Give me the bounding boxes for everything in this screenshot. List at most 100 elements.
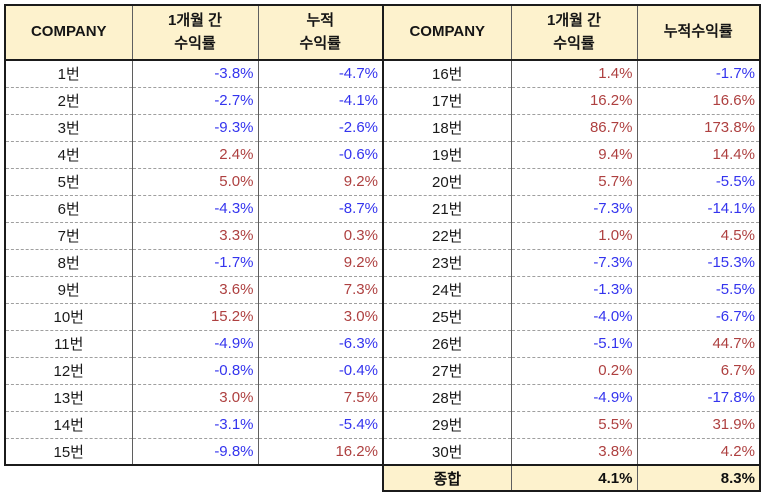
table-row: 25번 -4.0% -6.7% [383,302,760,330]
table-row: 11번 -4.9% -6.3% [5,329,382,357]
monthly-return-cell: -1.7% [131,248,258,276]
left-table-header: COMPANY 1개월 간 수익률 누적 수익률 [5,5,382,61]
column-header-monthly-return: 1개월 간 수익률 [510,5,637,61]
returns-table-companies-1-15: COMPANY 1개월 간 수익률 누적 수익률 1번 -3.8% -4.7% 2번 -… [4,4,382,466]
table-row: 8번 -1.7% 9.2% [5,248,382,276]
total-row: 종합 4.1% 8.3% [383,464,760,491]
column-header-cumulative-return: 누적수익률 [636,5,760,61]
monthly-return-cell: 3.0% [131,383,258,411]
monthly-return-cell: -3.8% [131,60,258,87]
monthly-return-cell: -7.3% [510,248,637,276]
cumulative-return-cell: -0.6% [257,140,382,168]
monthly-return-cell: -2.7% [131,86,258,114]
company-cell: 22번 [383,221,511,249]
cumulative-return-cell: -5.5% [636,275,760,303]
cumulative-return-cell: -2.6% [257,113,382,141]
company-cell: 14번 [5,410,132,438]
column-header-cumulative-return: 누적 수익률 [257,5,382,61]
monthly-return-cell: 5.7% [510,167,637,195]
monthly-return-cell: 0.2% [510,356,637,384]
header-row: COMPANY 1개월 간 수익률 누적 수익률 [5,5,382,61]
company-cell: 16번 [383,60,511,87]
company-cell: 27번 [383,356,511,384]
cumulative-return-cell: -5.4% [257,410,382,438]
company-cell: 26번 [383,329,511,357]
table-row: 21번 -7.3% -14.1% [383,194,760,222]
table-row: 7번 3.3% 0.3% [5,221,382,249]
table-row: 26번 -5.1% 44.7% [383,329,760,357]
company-cell: 15번 [5,437,132,465]
monthly-return-cell: -1.3% [510,275,637,303]
cumulative-return-cell: 7.5% [257,383,382,411]
monthly-return-cell: 86.7% [510,113,637,141]
header-row: COMPANY 1개월 간 수익률 누적수익률 [383,5,760,61]
column-header-company: COMPANY [383,5,511,61]
company-cell: 10번 [5,302,132,330]
monthly-return-cell: -3.1% [131,410,258,438]
cumulative-return-cell: 0.3% [257,221,382,249]
cumulative-return-cell: 7.3% [257,275,382,303]
company-cell: 7번 [5,221,132,249]
monthly-return-cell: -4.9% [510,383,637,411]
company-cell: 6번 [5,194,132,222]
monthly-return-cell: -4.3% [131,194,258,222]
cumulative-return-cell: -0.4% [257,356,382,384]
table-row: 22번 1.0% 4.5% [383,221,760,249]
company-cell: 4번 [5,140,132,168]
right-table-header: COMPANY 1개월 간 수익률 누적수익률 [383,5,760,61]
table-row: 19번 9.4% 14.4% [383,140,760,168]
monthly-return-cell: 9.4% [510,140,637,168]
table-row: 2번 -2.7% -4.1% [5,86,382,114]
cumulative-return-cell: -4.1% [257,86,382,114]
company-cell: 24번 [383,275,511,303]
monthly-return-cell: 3.3% [131,221,258,249]
cumulative-return-cell: -1.7% [636,60,760,87]
company-cell: 8번 [5,248,132,276]
table-row: 29번 5.5% 31.9% [383,410,760,438]
table-row: 23번 -7.3% -15.3% [383,248,760,276]
cumulative-return-cell: -17.8% [636,383,760,411]
table-row: 18번 86.7% 173.8% [383,113,760,141]
monthly-return-cell: 1.4% [510,60,637,87]
cumulative-return-cell: -15.3% [636,248,760,276]
right-table-body: 16번 1.4% -1.7% 17번 16.2% 16.6% 18번 86.7% 173.8% 1… [383,60,760,491]
left-table-body: 1번 -3.8% -4.7% 2번 -2.7% -4.1% 3번 -9.3% -2.6% 4번 2.… [5,60,382,465]
monthly-return-cell: -5.1% [510,329,637,357]
cumulative-return-cell: -8.7% [257,194,382,222]
company-cell: 18번 [383,113,511,141]
company-cell: 13번 [5,383,132,411]
table-row: 4번 2.4% -0.6% [5,140,382,168]
table-row: 5번 5.0% 9.2% [5,167,382,195]
monthly-return-cell: 3.6% [131,275,258,303]
total-cumulative-return-cell: 8.3% [636,464,760,491]
monthly-return-cell: 3.8% [510,437,637,465]
table-row: 1번 -3.8% -4.7% [5,60,382,87]
cumulative-return-cell: -5.5% [636,167,760,195]
cumulative-return-cell: 31.9% [636,410,760,438]
table-row: 15번 -9.8% 16.2% [5,437,382,465]
monthly-return-cell: 2.4% [131,140,258,168]
company-cell: 28번 [383,383,511,411]
table-row: 14번 -3.1% -5.4% [5,410,382,438]
company-cell: 12번 [5,356,132,384]
company-cell: 1번 [5,60,132,87]
monthly-return-cell: -9.3% [131,113,258,141]
table-row: 27번 0.2% 6.7% [383,356,760,384]
monthly-return-cell: 1.0% [510,221,637,249]
monthly-return-cell: 16.2% [510,86,637,114]
cumulative-return-cell: 44.7% [636,329,760,357]
company-cell: 2번 [5,86,132,114]
cumulative-return-cell: -14.1% [636,194,760,222]
tables-container: COMPANY 1개월 간 수익률 누적 수익률 1번 -3.8% -4.7% 2번 -… [4,4,762,492]
total-monthly-return-cell: 4.1% [510,464,637,491]
table-row: 13번 3.0% 7.5% [5,383,382,411]
table-row: 3번 -9.3% -2.6% [5,113,382,141]
cumulative-return-cell: 3.0% [257,302,382,330]
table-row: 20번 5.7% -5.5% [383,167,760,195]
company-cell: 9번 [5,275,132,303]
company-cell: 29번 [383,410,511,438]
company-cell: 23번 [383,248,511,276]
returns-table-companies-16-30: COMPANY 1개월 간 수익률 누적수익률 16번 1.4% -1.7% 17번 1… [382,4,761,492]
monthly-return-cell: -4.9% [131,329,258,357]
